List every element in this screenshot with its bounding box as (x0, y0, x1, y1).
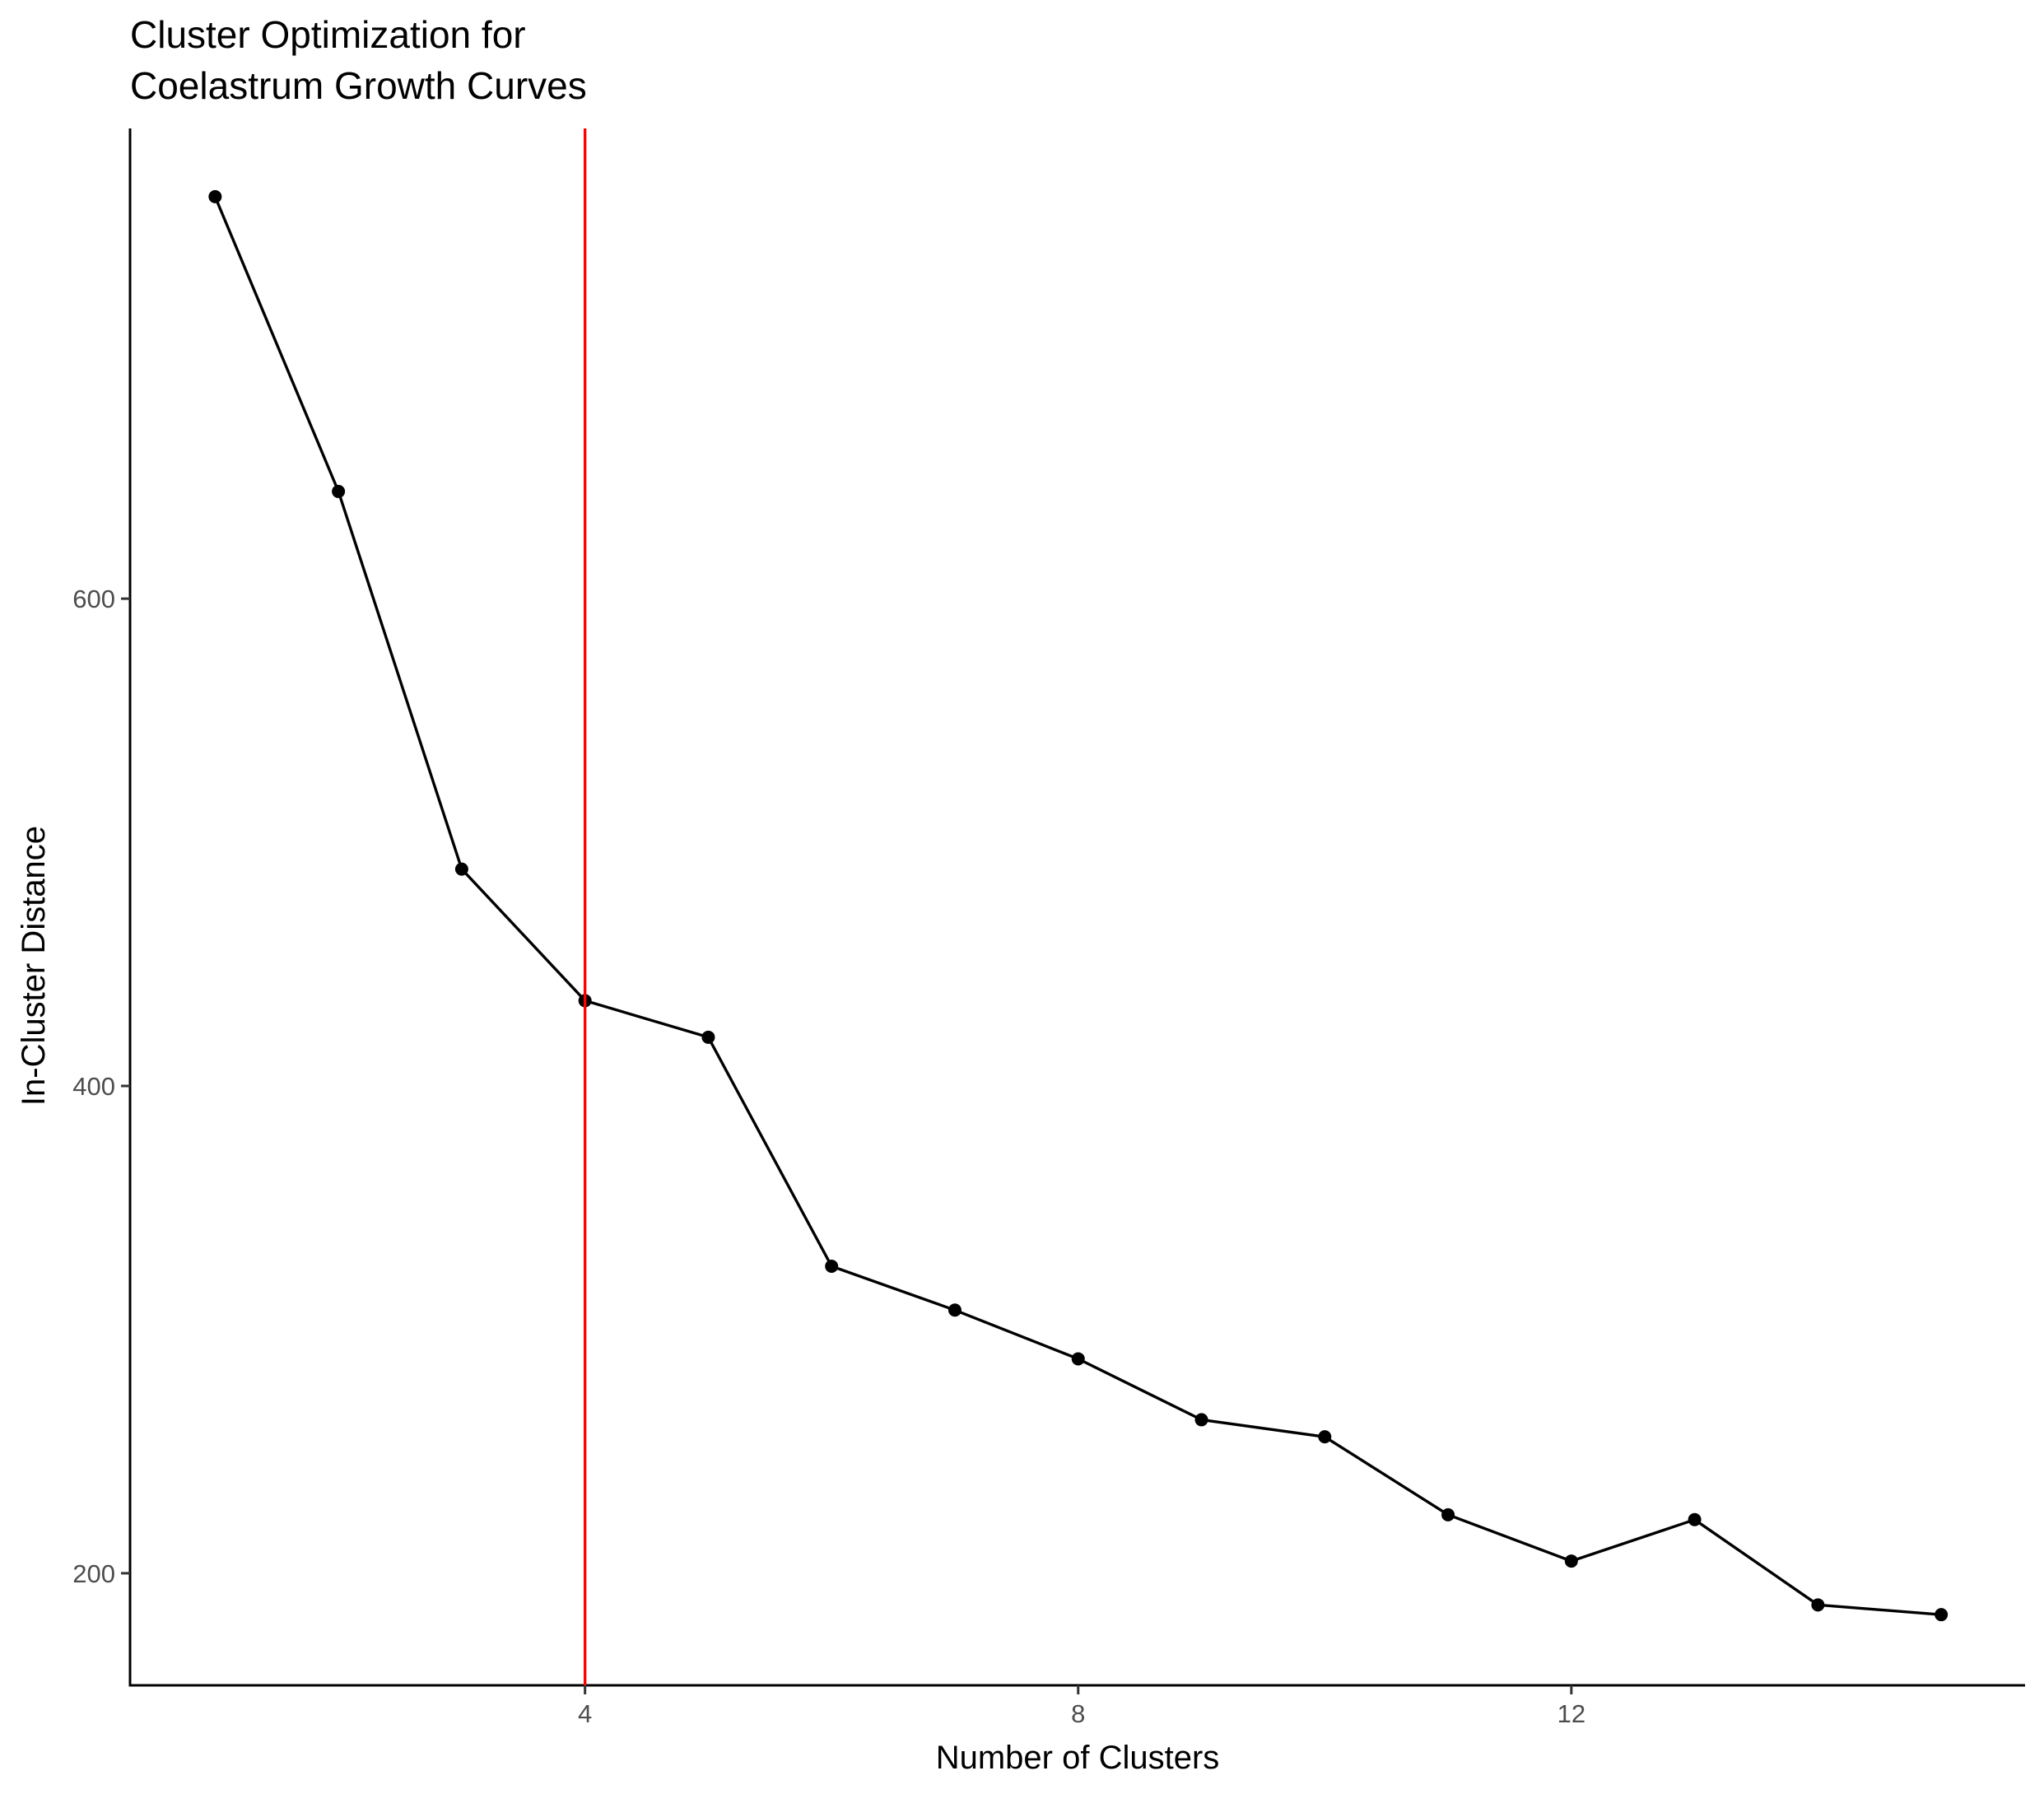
y-axis-title: In-Cluster Distance (16, 826, 52, 1106)
chart-title-line-1: Cluster Optimization for (130, 13, 526, 56)
data-point (454, 862, 468, 876)
y-tick-label: 600 (72, 585, 115, 613)
data-point (1564, 1554, 1578, 1568)
plot-area: 4 8 12 200 400 600 (72, 128, 2025, 1728)
data-point (948, 1303, 961, 1317)
x-tick-label: 4 (578, 1699, 592, 1728)
data-point (208, 189, 222, 203)
chart-title-line-2: Coelastrum Growth Curves (130, 64, 587, 107)
data-point (1318, 1430, 1332, 1444)
data-point (1688, 1512, 1702, 1526)
data-point (1071, 1352, 1085, 1366)
x-tick-label: 8 (1071, 1699, 1085, 1728)
data-point (1811, 1598, 1825, 1612)
data-point (1935, 1608, 1949, 1622)
y-tick-label: 400 (72, 1072, 115, 1101)
data-point (332, 484, 346, 498)
x-axis-title: Number of Clusters (936, 1740, 1220, 1776)
data-point (701, 1030, 715, 1044)
y-tick-label: 200 (72, 1559, 115, 1588)
data-point (1441, 1507, 1455, 1521)
data-point (1194, 1413, 1208, 1427)
data-point (825, 1259, 839, 1273)
series-line (213, 196, 1942, 1616)
x-tick-label: 12 (1557, 1699, 1585, 1728)
